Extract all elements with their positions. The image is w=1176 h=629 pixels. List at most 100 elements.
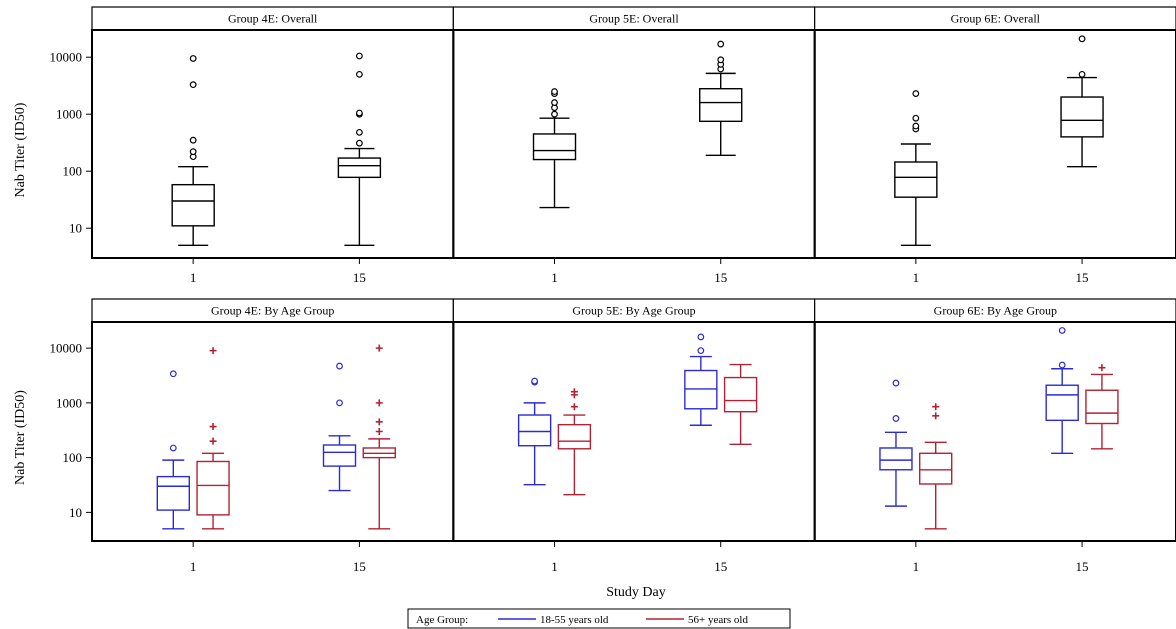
box-iqr	[1060, 96, 1104, 138]
outlier-point	[697, 347, 705, 355]
panel-title: Group 6E: Overall	[951, 12, 1041, 26]
outlier-point	[336, 399, 343, 407]
x-tick-label: 15	[1076, 270, 1089, 285]
panel: Group 6E: Overall 1 15	[813, 6, 1176, 285]
x-tick-label: 15	[353, 270, 366, 285]
box-iqr	[517, 414, 552, 447]
box-iqr	[684, 369, 718, 410]
panel-title: Group 5E: Overall	[589, 12, 679, 26]
x-tick-label: 1	[551, 270, 558, 285]
outlier-point	[355, 52, 363, 60]
outlier-point	[1098, 364, 1106, 372]
box-56+-day-15	[1085, 364, 1119, 450]
panel-title: Group 4E: Overall	[228, 12, 318, 26]
outlier-point	[355, 139, 363, 147]
x-tick-label: 1	[913, 270, 920, 285]
x-tick-label: 15	[714, 270, 727, 285]
outlier-point	[892, 379, 900, 387]
box-iqr	[337, 157, 382, 179]
y-tick-label: 100	[63, 450, 83, 465]
outlier-point	[209, 437, 217, 445]
panel-title: Group 6E: By Age Group	[934, 304, 1057, 318]
outlier-point	[551, 88, 558, 95]
panel-frame	[91, 29, 455, 259]
outlier-point	[1078, 70, 1086, 78]
outlier-point	[570, 388, 578, 396]
outlier-point	[209, 347, 217, 355]
panel: Group 5E: By Age Group 1 15	[452, 298, 816, 574]
outlier-point	[375, 399, 383, 407]
x-tick-label: 15	[353, 559, 366, 574]
outlier-point	[551, 99, 558, 106]
box-18-55-day-15	[322, 362, 357, 492]
outlier-point	[189, 81, 197, 89]
outlier-point	[892, 415, 900, 422]
box-iqr	[1085, 389, 1119, 425]
legend-entry: 56+ years old	[688, 614, 748, 626]
box-iqr	[919, 452, 953, 485]
box-iqr	[532, 133, 577, 161]
outlier-point	[375, 344, 383, 352]
box-18-55-day-15	[1045, 327, 1079, 454]
outlier-point	[355, 109, 363, 117]
panel-title: Group 5E: By Age Group	[572, 304, 695, 318]
y-tick-label: 1000	[56, 107, 82, 122]
box-18-55-day-1	[517, 377, 552, 486]
x-tick-label: 1	[551, 559, 558, 574]
box-overall-day-15	[699, 40, 743, 157]
outlier-point	[912, 122, 920, 130]
legend-entry: 18-55 years old	[540, 614, 609, 626]
box-iqr	[322, 444, 357, 467]
panel-title: Group 4E: By Age Group	[211, 304, 334, 318]
panel-frame	[452, 29, 816, 259]
outlier-point	[570, 403, 578, 411]
y-tick-label: 10000	[50, 50, 83, 65]
x-tick-label: 1	[190, 270, 197, 285]
panel-frame	[813, 321, 1176, 542]
box-iqr	[156, 475, 191, 511]
y-axis-title: Nab Titer (ID50)	[13, 102, 28, 197]
outlier-point	[189, 136, 197, 144]
box-overall-day-1	[171, 55, 215, 247]
outlier-point	[336, 362, 343, 370]
outlier-point	[932, 412, 940, 420]
outlier-point	[189, 55, 197, 62]
legend-title: Age Group:	[416, 614, 468, 626]
outlier-point	[189, 148, 197, 156]
box-18-55-day-15	[684, 333, 718, 426]
outlier-point	[1058, 327, 1066, 334]
outlier-point	[932, 403, 940, 411]
box-56+-day-15	[362, 344, 396, 530]
panel: Group 4E: By Age Group 1 15	[91, 298, 455, 574]
box-overall-day-15	[337, 52, 382, 247]
y-tick-label: 10	[69, 221, 82, 236]
y-tick-label: 100	[63, 164, 83, 179]
plot-root: Nab Titer (ID50) 10 100 1000 10000 Group 4E: …	[13, 6, 1176, 574]
outlier-point	[169, 444, 177, 452]
outlier-point	[375, 418, 383, 426]
legend: Age Group: 18-55 years old 56+ years old	[407, 608, 791, 629]
box-56+-day-15	[723, 363, 758, 446]
panel: Group 6E: By Age Group 1 15	[813, 298, 1176, 574]
panel-frame	[91, 321, 455, 542]
x-tick-label: 1	[190, 559, 197, 574]
panel: Group 5E: Overall 1 15	[452, 6, 816, 285]
box-iqr	[196, 460, 230, 516]
outlier-point	[1078, 35, 1086, 43]
y-tick-label: 1000	[56, 395, 82, 410]
box-iqr	[723, 376, 758, 413]
outlier-point	[375, 428, 383, 435]
panel-frame	[813, 29, 1176, 259]
box-18-55-day-1	[879, 379, 913, 507]
outlier-point	[209, 423, 217, 431]
box-56+-day-1	[919, 403, 953, 530]
x-tick-label: 1	[913, 559, 920, 574]
box-iqr	[1045, 384, 1079, 422]
outlier-point	[717, 56, 725, 64]
x-tick-label: 15	[1076, 559, 1089, 574]
outlier-point	[531, 377, 539, 385]
x-axis-title: Study Day	[606, 585, 666, 600]
box-18-55-day-1	[156, 370, 191, 530]
legend-frame	[407, 608, 791, 629]
